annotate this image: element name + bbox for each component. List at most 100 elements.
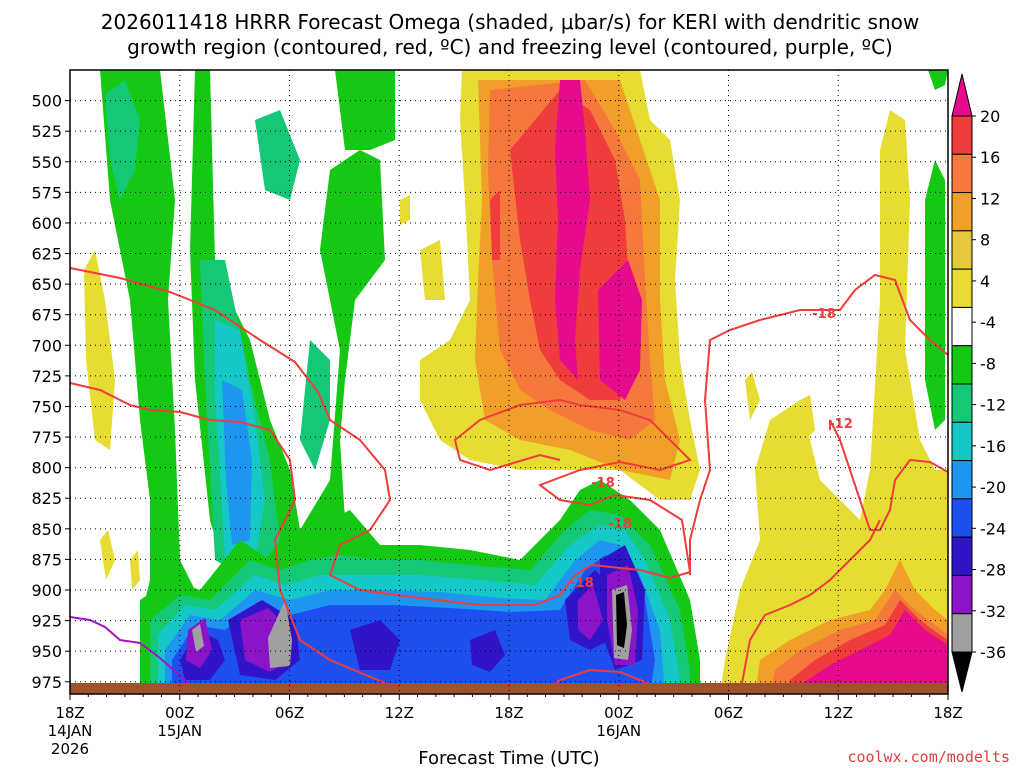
ground-surface bbox=[70, 683, 948, 694]
y-tick-label: 675 bbox=[31, 306, 62, 325]
omega-shade-indigo bbox=[350, 620, 400, 670]
y-tick-label: 625 bbox=[31, 245, 62, 264]
y-tick-label: 775 bbox=[31, 428, 62, 447]
omega-shade-yellow bbox=[420, 240, 445, 300]
colorbar-bottom-arrow bbox=[951, 651, 973, 693]
colorbar-swatch bbox=[951, 268, 973, 308]
colorbar-top-arrow bbox=[951, 73, 973, 117]
y-tick-label: 975 bbox=[31, 673, 62, 692]
colorbar-label: -8 bbox=[980, 354, 996, 373]
colorbar-swatch bbox=[951, 536, 973, 576]
omega-shade-teal bbox=[255, 110, 300, 200]
contour-labels: -18 -12 -18 -18 -18 bbox=[570, 307, 853, 591]
omega-shade-yellow bbox=[745, 372, 760, 420]
y-tick-label: 825 bbox=[31, 489, 62, 508]
x-tick-label: 12Z bbox=[824, 704, 853, 722]
colorbar-label: 8 bbox=[980, 231, 990, 250]
y-tick-label: 725 bbox=[31, 367, 62, 386]
colorbar-swatch bbox=[951, 460, 973, 500]
y-tick-label: 850 bbox=[31, 520, 62, 539]
colorbar-label: -24 bbox=[980, 519, 1006, 538]
x-tick-label: 00Z bbox=[165, 704, 194, 722]
chart-title-line1: 2026011418 HRRR Forecast Omega (shaded, … bbox=[101, 10, 919, 34]
x-tick-label: 00Z bbox=[604, 704, 633, 722]
colorbar-swatch bbox=[951, 192, 973, 232]
colorbar-swatch bbox=[951, 421, 973, 462]
colorbar-label: 20 bbox=[980, 107, 1000, 126]
contour-label: -18 bbox=[812, 307, 836, 322]
colorbar-label: 4 bbox=[980, 272, 990, 291]
omega-shade-magenta bbox=[555, 80, 590, 380]
y-tick-label: 650 bbox=[31, 275, 62, 294]
x-tick-label: 06Z bbox=[714, 704, 743, 722]
colorbar-label: -32 bbox=[980, 602, 1006, 621]
contour-label: -18 bbox=[608, 517, 632, 532]
y-tick-label: 500 bbox=[31, 92, 62, 111]
y-tick-label: 750 bbox=[31, 397, 62, 416]
freezing-level-line bbox=[70, 616, 201, 694]
contour-label: -18 bbox=[570, 576, 594, 591]
contour-label: -12 bbox=[829, 417, 853, 432]
omega-shade-green bbox=[335, 70, 395, 150]
y-tick-label: 800 bbox=[31, 459, 62, 478]
y-tick-label: 875 bbox=[31, 550, 62, 569]
y-tick-label: 575 bbox=[31, 183, 62, 202]
omega-shade-magenta bbox=[598, 260, 642, 400]
colorbar-swatch bbox=[951, 153, 973, 194]
colorbar-swatch bbox=[951, 306, 973, 347]
y-tick-label: 525 bbox=[31, 122, 62, 141]
omega-shade-yellow bbox=[800, 395, 815, 440]
plot-frame bbox=[69, 69, 949, 695]
y-axis: 500 525 550 575 600 625 650 675 700 725 750 775 800 8… bbox=[31, 92, 70, 692]
colorbar-label: 12 bbox=[980, 189, 1000, 208]
colorbar-label: 16 bbox=[980, 148, 1000, 167]
y-tick-label: 900 bbox=[31, 581, 62, 600]
colorbar-swatch bbox=[951, 345, 973, 385]
x-tick-label: 06Z bbox=[275, 704, 304, 722]
omega-shade-green bbox=[928, 70, 948, 90]
x-tick-date: 15JAN bbox=[157, 722, 202, 740]
colorbar-swatch bbox=[951, 230, 973, 270]
colorbar-label: -4 bbox=[980, 313, 996, 332]
colorbar-label: -36 bbox=[980, 643, 1006, 662]
colorbar: 20 16 12 8 4 -4 -8 -12 -16 -20 -24 -28 -32 -36 bbox=[951, 73, 1006, 693]
omega-shade-green bbox=[925, 160, 945, 430]
x-tick-label: 18Z bbox=[494, 704, 523, 722]
y-tick-label: 600 bbox=[31, 214, 62, 233]
omega-shade-magenta bbox=[795, 610, 948, 694]
x-tick-label: 18Z bbox=[933, 704, 962, 722]
x-axis-label: Forecast Time (UTC) bbox=[418, 748, 599, 768]
x-tick-date: 14JAN bbox=[48, 722, 93, 740]
omega-shade-teal bbox=[300, 340, 330, 470]
colorbar-label: -12 bbox=[980, 396, 1006, 415]
dgz-contour-line bbox=[739, 519, 881, 694]
colorbar-swatch bbox=[951, 613, 973, 653]
omega-shade-yellow bbox=[130, 550, 140, 590]
y-tick-label: 700 bbox=[31, 336, 62, 355]
y-tick-label: 925 bbox=[31, 612, 62, 631]
colorbar-swatch bbox=[951, 383, 973, 423]
omega-shade-yellow bbox=[720, 110, 948, 694]
colorbar-swatch bbox=[951, 498, 973, 538]
colorbar-label: -20 bbox=[980, 478, 1006, 497]
omega-shade-yellow bbox=[100, 530, 115, 580]
dgz-contour-line bbox=[70, 267, 692, 606]
contour-label: -18 bbox=[591, 476, 615, 491]
x-tick-date: 16JAN bbox=[596, 722, 641, 740]
chart-title-line2: growth region (contoured, red, ºC) and f… bbox=[127, 35, 893, 59]
x-tick-label: 12Z bbox=[385, 704, 414, 722]
omega-shade-indigo bbox=[470, 630, 505, 672]
omega-shade-yellow bbox=[400, 195, 410, 225]
colorbar-label: -16 bbox=[980, 437, 1006, 456]
x-tick-year: 2026 bbox=[51, 740, 89, 758]
omega-shade-yellow bbox=[84, 250, 115, 450]
colorbar-swatch bbox=[951, 574, 973, 615]
omega-shade-gray bbox=[192, 624, 204, 652]
y-tick-label: 950 bbox=[31, 642, 62, 661]
colorbar-label: -28 bbox=[980, 561, 1006, 580]
omega-shade-red bbox=[490, 190, 500, 260]
y-tick-label: 550 bbox=[31, 153, 62, 172]
colorbar-swatch bbox=[951, 115, 973, 155]
